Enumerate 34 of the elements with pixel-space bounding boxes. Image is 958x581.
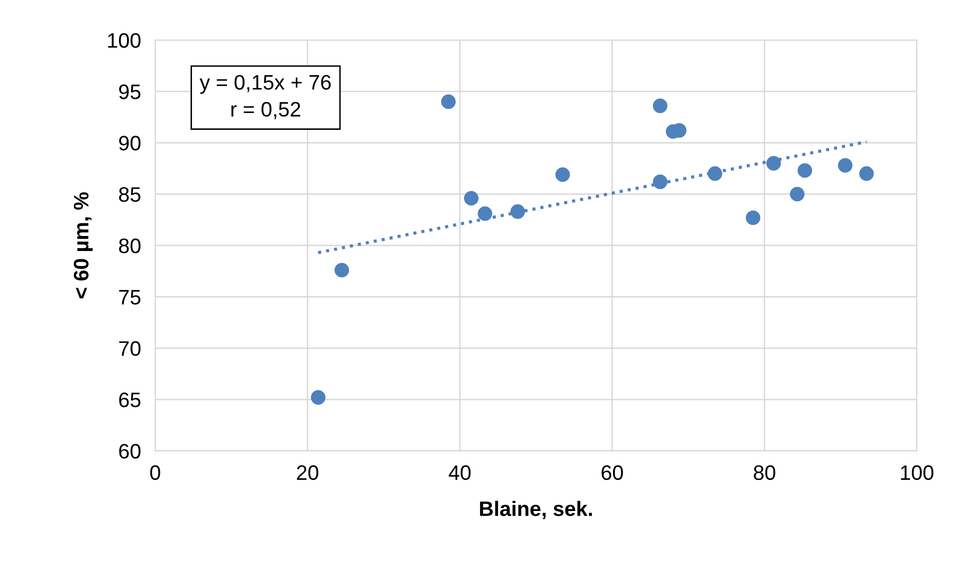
x-tick-label: 40	[448, 465, 471, 480]
point	[441, 94, 456, 109]
x-tick-label: 80	[754, 465, 776, 480]
point	[464, 190, 479, 206]
point	[555, 167, 570, 182]
point	[510, 204, 526, 219]
x-tick-label: 60	[602, 465, 623, 480]
point	[859, 166, 874, 181]
point	[334, 262, 350, 278]
y-tick-label: 85	[119, 187, 140, 202]
annotation: y = 0,15x + 76 r = 0,52	[200, 74, 331, 120]
x-tick-label: 0	[150, 465, 160, 480]
point	[746, 210, 760, 226]
y-tick-label: 95	[119, 84, 140, 100]
y-tick-label: 90	[119, 136, 140, 151]
y-tick-label: 75	[119, 290, 140, 305]
y-axis-title: < 60 µm, %	[74, 192, 93, 298]
point	[310, 390, 326, 405]
point	[708, 166, 722, 181]
point	[652, 98, 668, 114]
y-tick-label: 65	[119, 392, 140, 408]
point	[652, 174, 668, 190]
y-tick-label: 70	[119, 341, 140, 356]
x-tick-label: 20	[296, 465, 318, 480]
point	[766, 156, 781, 171]
point	[790, 186, 805, 202]
y-tick-label: 80	[119, 238, 140, 254]
point	[838, 158, 852, 173]
x-axis-title: Blaine, sek.	[480, 500, 592, 520]
y-tick-label: 60	[119, 444, 140, 459]
y-tick-label: 100	[108, 33, 140, 48]
x-tick-label: 100	[901, 465, 934, 480]
point	[478, 206, 492, 221]
point	[798, 163, 812, 178]
